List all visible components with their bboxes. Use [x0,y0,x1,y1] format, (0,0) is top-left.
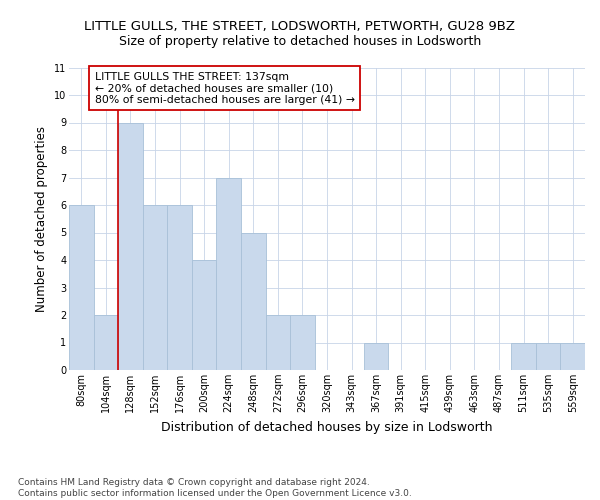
Text: Contains HM Land Registry data © Crown copyright and database right 2024.
Contai: Contains HM Land Registry data © Crown c… [18,478,412,498]
Bar [536,342,560,370]
Bar [192,260,217,370]
Bar [241,232,266,370]
Bar [143,205,167,370]
X-axis label: Distribution of detached houses by size in Lodsworth: Distribution of detached houses by size … [161,420,493,434]
Bar [560,342,585,370]
Text: Size of property relative to detached houses in Lodsworth: Size of property relative to detached ho… [119,35,481,48]
Bar [290,315,315,370]
Bar [69,205,94,370]
Bar [167,205,192,370]
Bar [217,178,241,370]
Text: LITTLE GULLS THE STREET: 137sqm
← 20% of detached houses are smaller (10)
80% of: LITTLE GULLS THE STREET: 137sqm ← 20% of… [95,72,355,105]
Bar [266,315,290,370]
Bar [364,342,388,370]
Text: LITTLE GULLS, THE STREET, LODSWORTH, PETWORTH, GU28 9BZ: LITTLE GULLS, THE STREET, LODSWORTH, PET… [85,20,515,33]
Y-axis label: Number of detached properties: Number of detached properties [35,126,49,312]
Bar [94,315,118,370]
Bar [118,122,143,370]
Bar [511,342,536,370]
